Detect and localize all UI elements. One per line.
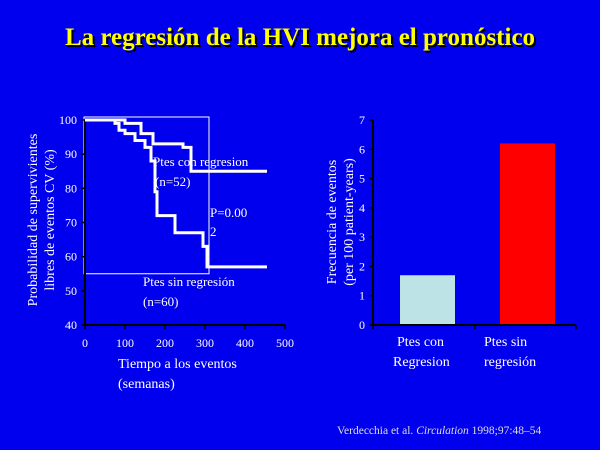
events-y-tick-label: 5 [359,172,365,186]
series-label-without-regression: Ptes sin regresión [143,274,235,289]
citation-authors: Verdecchia et al. [337,425,417,437]
survival-y-tick-label: 100 [59,113,77,127]
survival-y-tick-label: 70 [65,216,77,230]
events-y-tick-label: 4 [359,201,365,215]
bar-category-label-without-regression: Ptes sin [484,335,527,350]
events-y-tick-label: 7 [359,113,365,127]
survival-x-axis-title: Tiempo a los eventos [118,357,237,372]
events-y-tick-label: 2 [359,259,365,273]
bar-without-regression [500,143,555,325]
survival-x-tick-label: 300 [196,336,214,350]
events-y-tick-label: 6 [359,142,365,156]
citation: Verdecchia et al. Circulation 1998;97:48… [337,425,541,437]
bar-category-label-with-regression-line2: Regresion [393,355,450,370]
p-value-annotation-cont: 2 [210,224,217,239]
survival-line-with-regression [85,118,267,173]
survival-y-tick-label: 40 [65,318,77,332]
p-value-annotation: P=0.00 [210,205,247,220]
survival-y-axis-title-line2: libres de eventos CV (%) [43,149,58,291]
citation-details: 1998;97:48–54 [468,425,542,437]
series-label-with-regression: Ptes con regresion [153,154,249,169]
survival-x-tick-label: 200 [156,336,174,350]
survival-x-tick-label: 400 [236,336,254,350]
events-y-tick-label: 3 [359,230,365,244]
series-label-with-regression-n: (n=52) [155,174,191,189]
survival-y-tick-label: 80 [65,181,77,195]
slide-title: La regresión de la HVI mejora el pronóst… [64,24,536,51]
citation-journal: Circulation [416,425,469,437]
survival-x-axis-title-unit: (semanas) [118,377,175,392]
events-bar-chart: 0 1 2 3 4 5 6 7 Ptes con Regresion Ptes sin regres… [325,113,577,370]
events-y-axis-title: Frecuencia de eventos [325,160,340,284]
bar-with-regression [400,275,455,325]
bar-category-label-without-regression-line2: regresión [484,355,536,370]
survival-y-tick-label: 90 [65,147,77,161]
survival-x-tick-label: 100 [116,336,134,350]
survival-x-tick-label: 500 [276,336,294,350]
survival-line-without-regression [85,118,267,269]
survival-y-tick-label: 60 [65,250,77,264]
events-y-tick-label: 1 [359,289,365,303]
survival-x-tick-label: 0 [82,336,88,350]
survival-chart: 40 50 60 70 80 90 100 0 100 200 300 400 500 Ptes con… [26,113,294,392]
series-label-without-regression-n: (n=60) [143,294,179,309]
survival-y-axis-title: Probabilidad de supervivientes [26,134,41,307]
bar-category-label-with-regression: Ptes con [397,335,444,350]
events-y-tick-label: 0 [359,318,365,332]
survival-y-tick-label: 50 [65,284,77,298]
events-y-axis-title-line2: (per 100 patient-years) [342,158,357,286]
